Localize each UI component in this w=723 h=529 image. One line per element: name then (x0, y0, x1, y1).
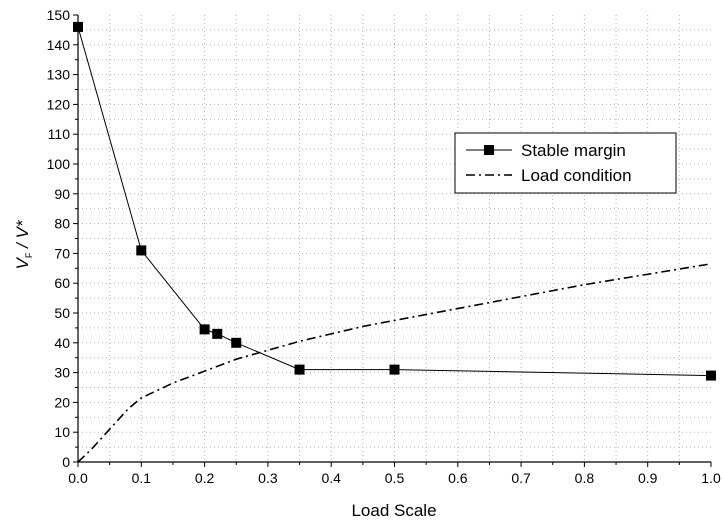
point-stable-margin (294, 364, 305, 375)
series-layer (73, 21, 716, 463)
y-tick-label: 40 (54, 335, 70, 351)
y-tick-label: 20 (54, 394, 70, 410)
x-tick-label: 1.0 (701, 470, 721, 486)
x-tick-label: 0.5 (385, 470, 405, 486)
y-tick-label: 80 (54, 216, 70, 232)
x-tick-label: 0.6 (448, 470, 468, 486)
legend-label-load-condition: Load condition (521, 166, 632, 185)
point-stable-margin (212, 328, 223, 339)
legend: Stable margin Load condition (454, 132, 677, 194)
x-tick-label: 0.3 (258, 470, 278, 486)
point-stable-margin (231, 337, 242, 348)
y-tick-label: 30 (54, 365, 70, 381)
x-tick-label: 0.4 (321, 470, 341, 486)
y-tick-label: 0 (62, 454, 70, 470)
series-line-stable-margin (77, 26, 712, 377)
x-tick-label: 0.2 (195, 470, 215, 486)
series-line-load-condition (77, 263, 712, 463)
point-stable-margin (73, 21, 83, 32)
y-tick-label: 10 (54, 424, 70, 440)
x-axis-title: Load Scale (351, 501, 436, 520)
y-axis-title-subscript: F (24, 252, 34, 258)
y-axis-title-rest: / V* (13, 219, 32, 253)
y-tick-label: 150 (47, 7, 71, 23)
y-tick-label: 100 (47, 156, 71, 172)
x-tick-label: 0.8 (575, 470, 595, 486)
point-stable-margin (199, 324, 210, 335)
y-tick-label: 50 (54, 305, 70, 321)
point-stable-margin (389, 364, 400, 375)
y-tick-label: 120 (47, 96, 71, 112)
y-tick-label: 70 (54, 245, 70, 261)
y-axis-title: VF / V* (13, 219, 34, 269)
axes: 0.0 0.1 0.2 0.3 0.4 0.5 0.6 0.7 0.8 0.9 1.0 0 10 20 30… (47, 7, 721, 486)
y-axis-title-main: V (13, 256, 32, 269)
legend-marker-stable-margin (484, 145, 494, 155)
point-stable-margin (706, 370, 716, 381)
legend-box (454, 132, 677, 194)
y-tick-label: 130 (47, 67, 71, 83)
x-tick-label: 0.0 (68, 470, 88, 486)
point-stable-margin (136, 245, 147, 256)
y-tick-label: 90 (54, 186, 70, 202)
legend-label-stable-margin: Stable margin (521, 141, 626, 160)
y-tick-label: 140 (47, 37, 71, 53)
x-tick-label: 0.1 (132, 470, 152, 486)
grid (78, 15, 711, 462)
x-tick-label: 0.7 (511, 470, 531, 486)
y-tick-label: 110 (48, 126, 71, 142)
x-tick-label: 0.9 (638, 470, 658, 486)
y-tick-label: 60 (54, 275, 70, 291)
